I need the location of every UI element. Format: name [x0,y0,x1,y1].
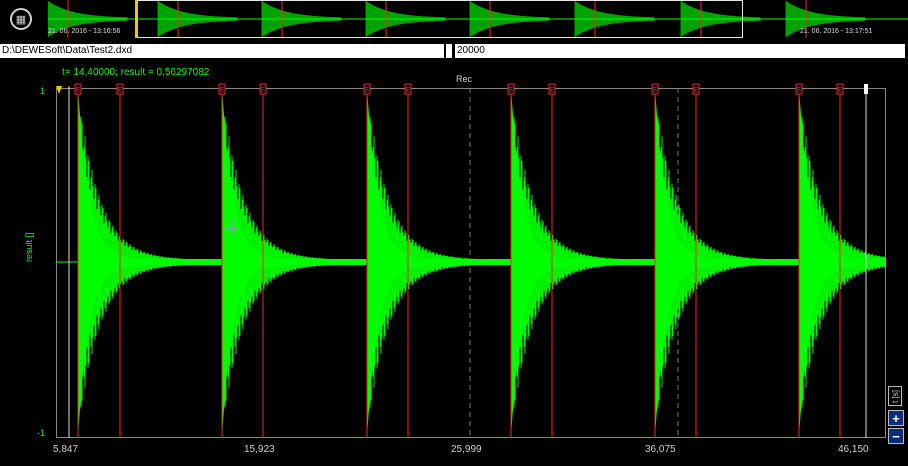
event-marker-label: E [797,87,802,94]
x-axis-label: t [s] [888,386,902,406]
x-tick-2: 15,923 [244,444,275,455]
overview-end-time: 21. 06. 2016 - 13:17:51 [800,28,873,35]
event-marker-tag [507,83,515,95]
minus-icon: − [892,428,900,444]
overview-burst [680,1,761,37]
overview-burst [48,1,128,37]
event-marker-tag [74,83,82,95]
event-marker-label: E [838,87,843,94]
event-marker-tag [218,83,226,95]
event-marker-tag [259,83,267,95]
file-path-field[interactable]: D:\DEWESoft\Data\Test2.dxd [0,44,444,58]
event-marker-label: E [365,87,370,94]
event-marker-tag [548,83,556,95]
event-marker-tag [651,83,659,95]
event-marker-tag [795,83,803,95]
signal-burst [654,89,800,435]
signal-burst [510,89,656,435]
y-axis-label: result [] [24,232,34,262]
value-field[interactable]: 20000 [455,44,905,58]
event-marker-tag [116,83,124,95]
event-marker-label: E [220,87,225,94]
event-marker-tag [404,83,412,95]
overview-visible-range[interactable] [135,0,743,38]
event-marker-label: E [509,87,514,94]
event-marker-label: E [653,87,658,94]
x-tick-4: 36,075 [645,444,676,455]
plus-icon: + [892,410,900,426]
cursor-readout: t= 14,40000; result = 0,56297082 [62,67,210,78]
overview-start-time: 21. 06. 2016 - 13:16:56 [48,28,121,35]
overview-burst [785,1,866,37]
field-divider [446,44,452,58]
event-marker-tag [363,83,371,95]
overview-burst [469,1,550,37]
overview-burst [365,1,446,37]
signal-burst [798,89,886,435]
recording-label: Rec [456,74,473,84]
event-marker-tag [692,83,700,95]
overview-cursor[interactable] [135,0,138,38]
event-marker-label: E [261,87,266,94]
briefcase-icon: ▦ [15,13,27,26]
overview-burst [157,1,238,37]
event-marker-label: E [694,87,699,94]
export-button[interactable]: ▦ [10,8,32,30]
event-marker-label: E [550,87,555,94]
cursor-marker-icon [56,86,62,94]
signal-burst [221,89,367,435]
y-axis-min: -1 [37,428,46,438]
overview-burst [574,1,655,37]
crosshair-cursor [224,220,240,236]
signal-burst [77,89,223,435]
event-marker-label: E [118,87,123,94]
event-marker-label: E [406,87,411,94]
x-tick-1: 5,847 [53,444,79,455]
event-marker-tag [836,83,844,95]
range-marker-handle [864,84,868,94]
signal-burst [366,89,512,435]
zoom-out-button[interactable]: − [888,428,904,444]
zoom-in-button[interactable]: + [888,410,904,426]
overview-strip[interactable] [48,0,908,38]
event-marker-label: E [76,87,81,94]
overview-burst [261,1,342,37]
x-axis-label-text: t [s] [890,389,900,403]
y-axis-max: 1 [40,86,46,96]
x-tick-3: 25,999 [451,444,482,455]
x-tick-5: 46,150 [838,444,869,455]
